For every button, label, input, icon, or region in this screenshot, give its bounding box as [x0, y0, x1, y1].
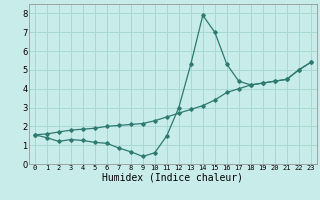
X-axis label: Humidex (Indice chaleur): Humidex (Indice chaleur)	[102, 173, 243, 183]
